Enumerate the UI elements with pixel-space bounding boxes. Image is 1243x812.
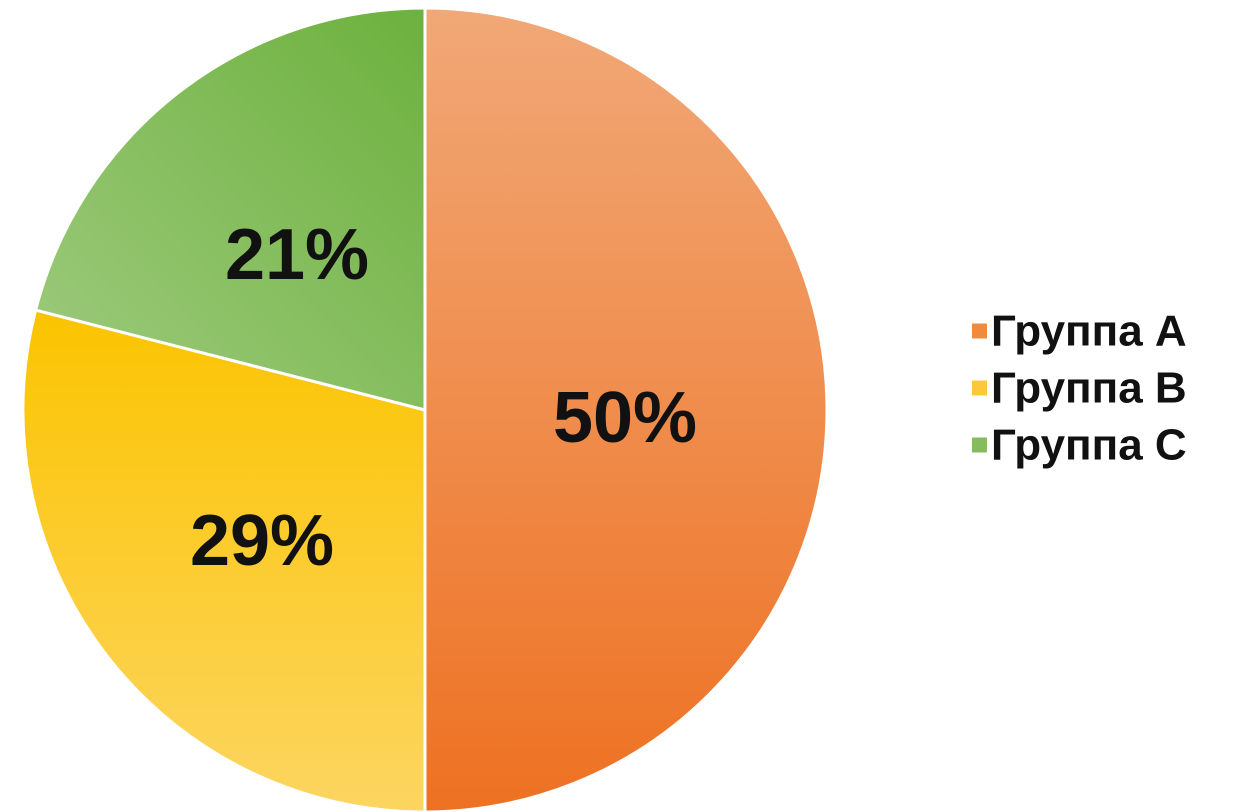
data-label-1: 50%: [553, 378, 697, 458]
pie-slice-2: [21, 308, 427, 812]
legend-item-3: Группа С: [972, 421, 1187, 470]
legend-label: Группа А: [991, 307, 1187, 356]
legend-label: Группа С: [991, 421, 1187, 470]
pie-slice-1: [423, 6, 829, 812]
legend-swatch: [972, 323, 987, 339]
legend-item-2: Группа В: [972, 364, 1187, 413]
legend-swatch: [972, 437, 987, 453]
legend-item-1: Группа А: [972, 307, 1187, 356]
legend: Группа А Группа В Группа С: [972, 307, 1187, 470]
legend-label: Группа В: [991, 364, 1187, 413]
pie-slices: [21, 6, 829, 812]
pie-data-labels: 50% 29% 21%: [190, 215, 697, 581]
pie-slice-3: [33, 6, 427, 412]
legend-swatch: [972, 380, 987, 396]
data-label-3: 21%: [225, 215, 369, 295]
data-label-2: 29%: [190, 501, 334, 581]
